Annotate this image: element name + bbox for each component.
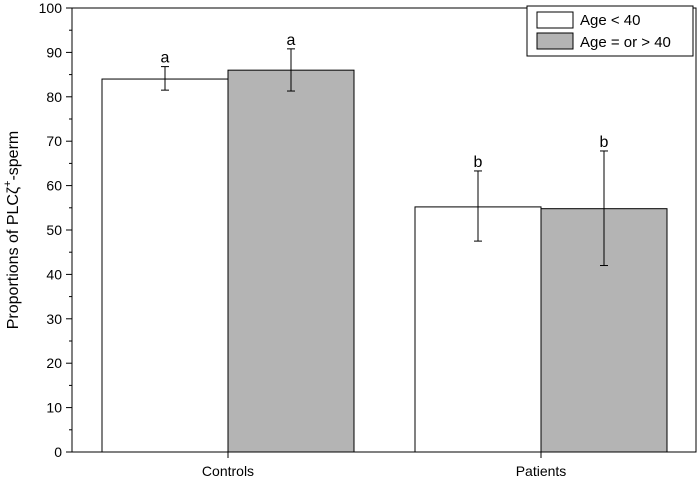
y-tick-label: 20	[46, 355, 62, 371]
y-tick-label: 90	[46, 44, 62, 60]
y-tick-label: 30	[46, 311, 62, 327]
bar	[414, 206, 542, 453]
x-tick-label: Controls	[202, 463, 254, 479]
plot-area: 0 10 20 30 40 50 60 70 80 90 100 Controls a a Patients…	[39, 0, 668, 479]
bar	[227, 69, 355, 453]
y-axis-label-sup: +	[2, 181, 14, 187]
legend-label-age-40-plus: Age = or > 40	[580, 34, 671, 51]
y-axis-label-main: Proportions of PLC	[5, 194, 22, 329]
legend-swatch-age-under-40	[536, 11, 574, 29]
significance-label: b	[600, 134, 609, 151]
y-tick-label: 100	[39, 0, 63, 16]
y-axis-label: Proportions of PLCζ+-sperm	[2, 131, 22, 329]
plot-frame	[71, 7, 697, 453]
bar	[101, 78, 229, 453]
y-tick-label: 0	[54, 444, 62, 460]
y-tick-label: 50	[46, 222, 62, 238]
y-tick-label: 70	[46, 133, 62, 149]
legend-label-age-under-40: Age < 40	[580, 12, 640, 29]
x-tick-label: Patients	[516, 463, 567, 479]
y-tick-label: 10	[46, 400, 62, 416]
y-tick-label: 60	[46, 178, 62, 194]
significance-label: a	[287, 32, 296, 49]
significance-label: b	[474, 154, 483, 171]
y-axis-label-tail: -sperm	[5, 131, 22, 181]
y-tick-label: 40	[46, 266, 62, 282]
significance-label: a	[161, 50, 170, 67]
legend: Age < 40 Age = or > 40	[526, 5, 694, 57]
y-tick-label: 80	[46, 89, 62, 105]
legend-swatch-age-40-plus	[536, 32, 574, 50]
y-axis-label-zeta: ζ	[5, 187, 22, 194]
